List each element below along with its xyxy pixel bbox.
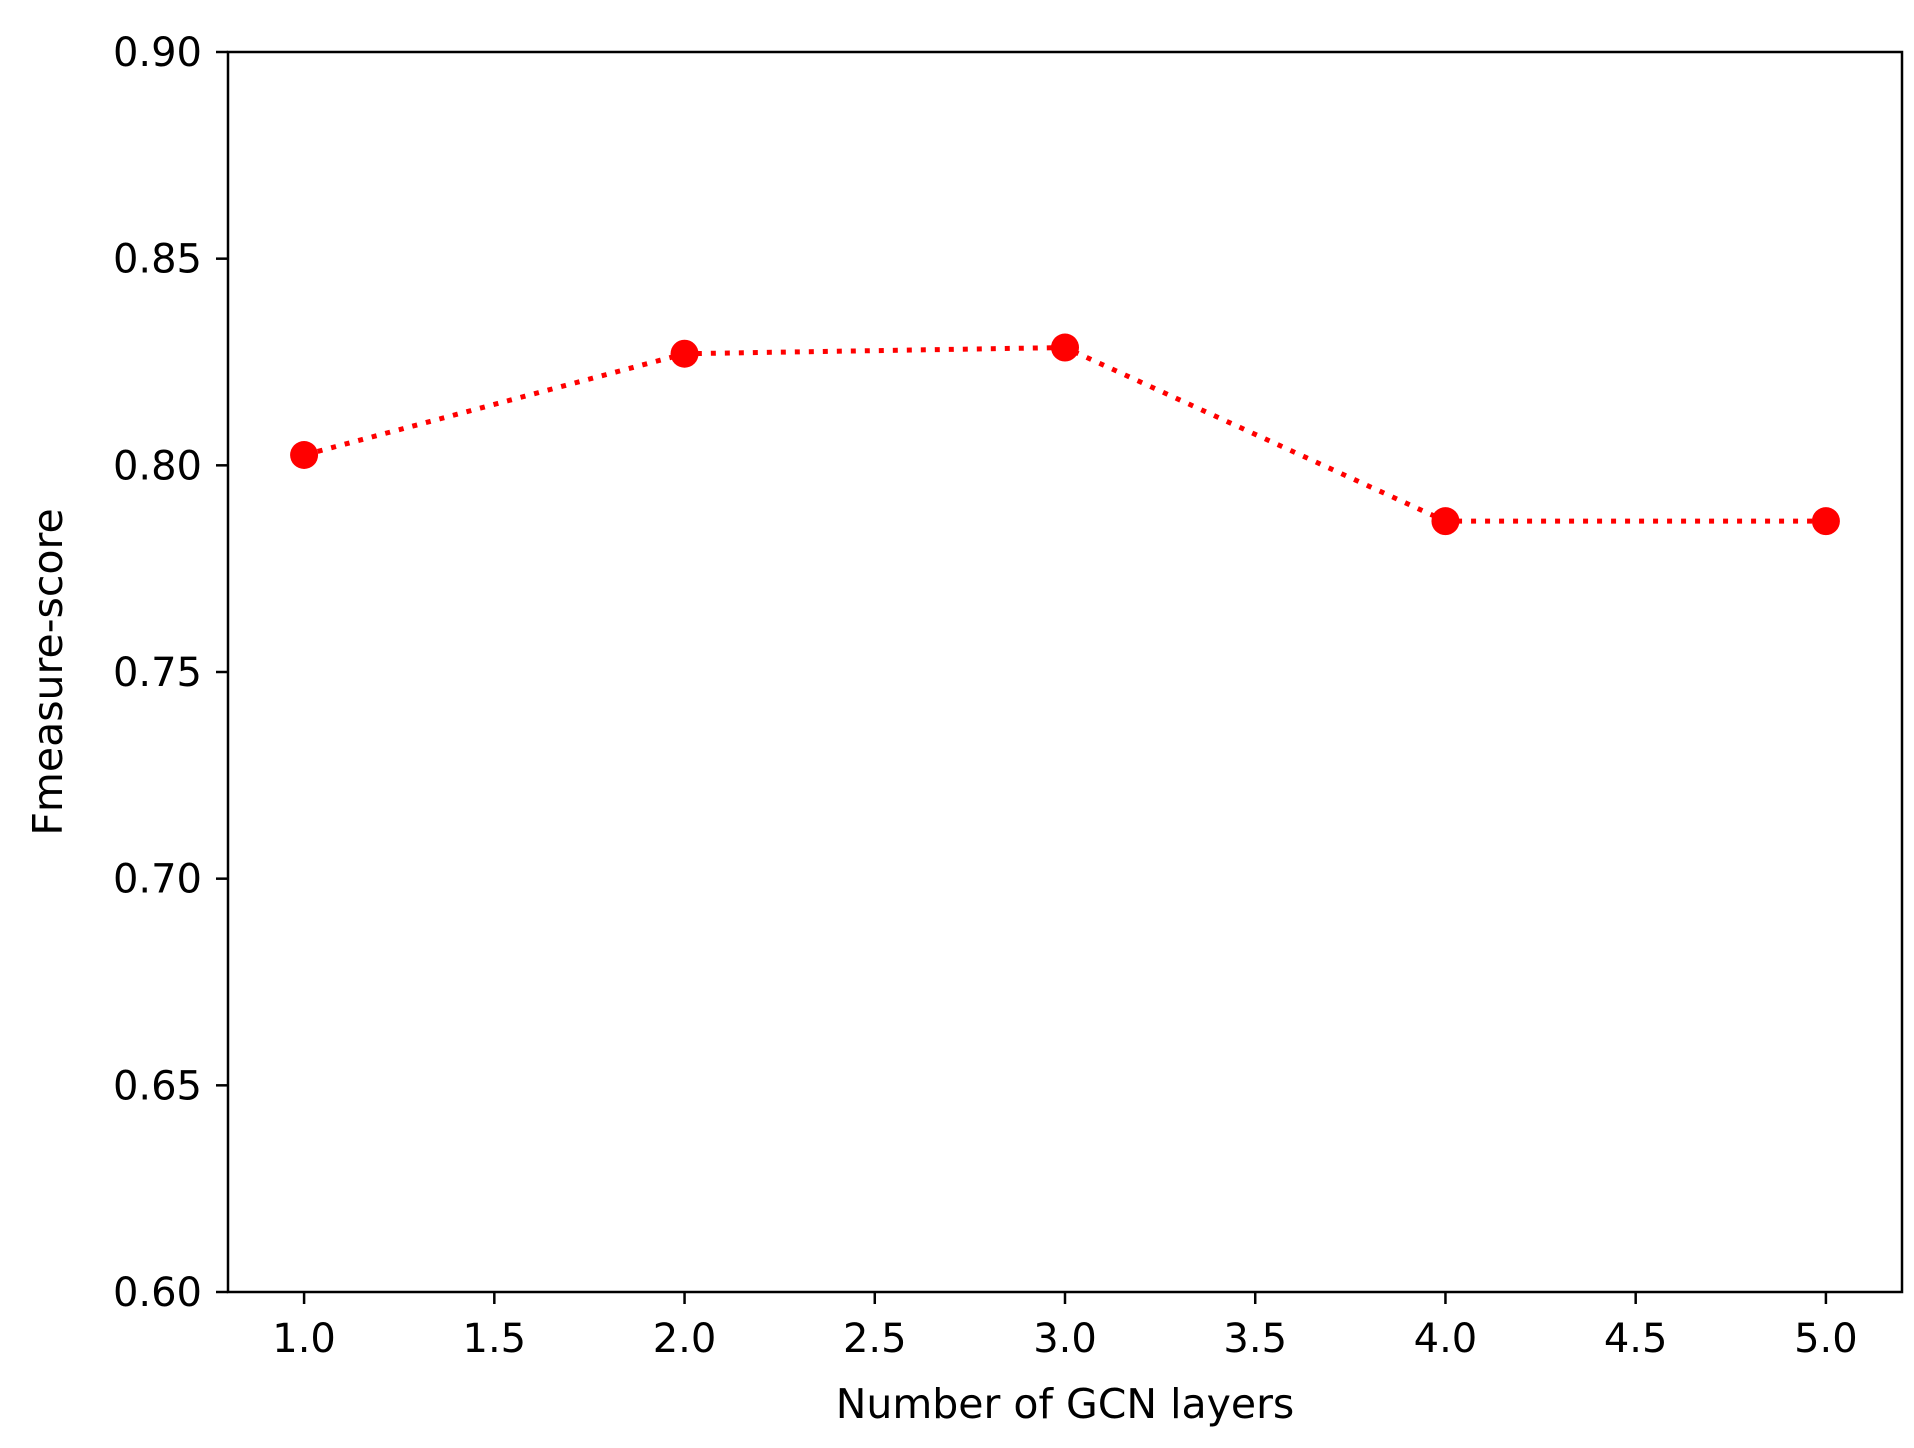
x-axis-ticks: 1.0 1.5 2.0 2.5 3.0 3.5 4.0 4.5 5.0 [272,1292,1858,1362]
data-point [290,441,319,469]
y-tick-label: 0.80 [113,443,202,489]
y-tick-label: 0.75 [113,650,202,696]
data-point [1051,333,1079,362]
y-tick-label: 0.60 [113,1270,202,1316]
x-tick-label: 1.0 [272,1316,336,1362]
y-tick-label: 0.65 [113,1063,202,1109]
data-point [1811,507,1840,536]
x-axis-label: Number of GCN layers [836,1380,1295,1428]
series-layer [290,333,1840,536]
y-tick-label: 0.90 [113,30,202,76]
y-tick-label: 0.70 [113,857,202,903]
x-tick-label: 3.0 [1033,1316,1097,1362]
data-point [1431,507,1460,536]
x-tick-label: 4.0 [1414,1316,1478,1362]
x-tick-label: 2.0 [653,1316,717,1362]
y-axis-label: Fmeasure-score [24,508,72,835]
x-tick-label: 5.0 [1794,1316,1858,1362]
x-tick-label: 4.5 [1604,1316,1668,1362]
x-tick-label: 3.5 [1223,1316,1287,1362]
y-tick-label: 0.85 [113,237,202,283]
y-axis-ticks: 0.60 0.65 0.70 0.75 0.80 0.85 0.90 [113,30,228,1316]
x-tick-label: 2.5 [843,1316,907,1362]
x-tick-label: 1.5 [463,1316,527,1362]
data-point [670,339,699,368]
